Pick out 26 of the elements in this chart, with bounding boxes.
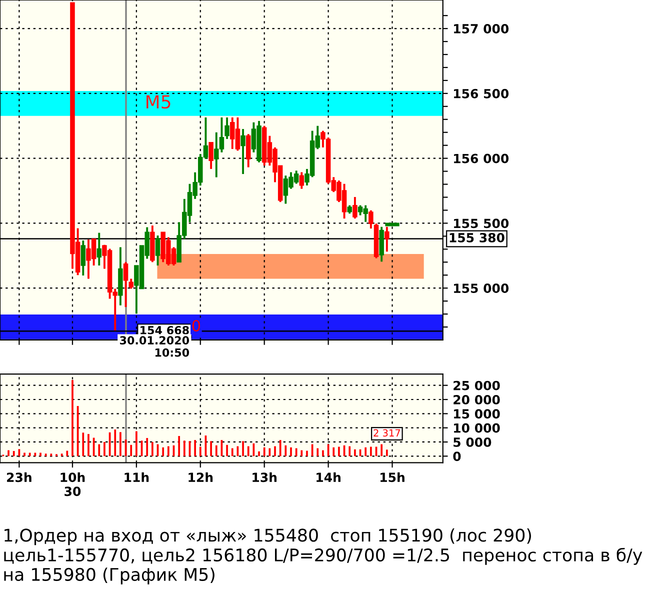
x-tick-label: 11h: [124, 472, 149, 482]
x-tick-label: 23h: [7, 472, 32, 482]
y-tick-label: 10 000: [454, 423, 500, 433]
ref-line-label: 154 668: [140, 326, 189, 334]
x-tick-label: 15h: [380, 472, 404, 482]
y-tick-label: 155 500: [454, 218, 509, 228]
y-tick-label: 25 000: [454, 380, 500, 390]
text: 1,Ордер на вход от «лыж» 155480 стоп 155190 (лос 290) цель1-155770, цель2 156180 L/P=290/700 =1/2.5 перенос стопа в б/у на 155980 (График M5): [4, 528, 642, 584]
band-label: M5: [146, 95, 170, 109]
x-tick-label: 13h: [252, 472, 277, 482]
y-tick-label: 15 000: [454, 409, 500, 419]
y-tick-label: 155 000: [454, 284, 509, 294]
text: 10:50: [155, 348, 190, 357]
y-tick-label: 156 500: [454, 88, 509, 98]
y-tick-label: 20 000: [454, 394, 500, 404]
annotation: 30.01.2020: [120, 336, 190, 345]
y-tick-label: 156 000: [454, 154, 509, 164]
data-label: 2 317: [374, 429, 400, 437]
y-tick-label: 5 000: [454, 437, 492, 447]
ref-line-label: 155 380: [450, 232, 504, 242]
y-tick-label: 0: [453, 452, 461, 462]
annotation: 0: [192, 320, 200, 332]
x-tick-label: 10h 30: [60, 472, 85, 496]
x-tick-label: 14h: [316, 472, 340, 482]
y-tick-label: 157 000: [454, 24, 509, 34]
x-tick-label: 12h: [188, 472, 213, 482]
